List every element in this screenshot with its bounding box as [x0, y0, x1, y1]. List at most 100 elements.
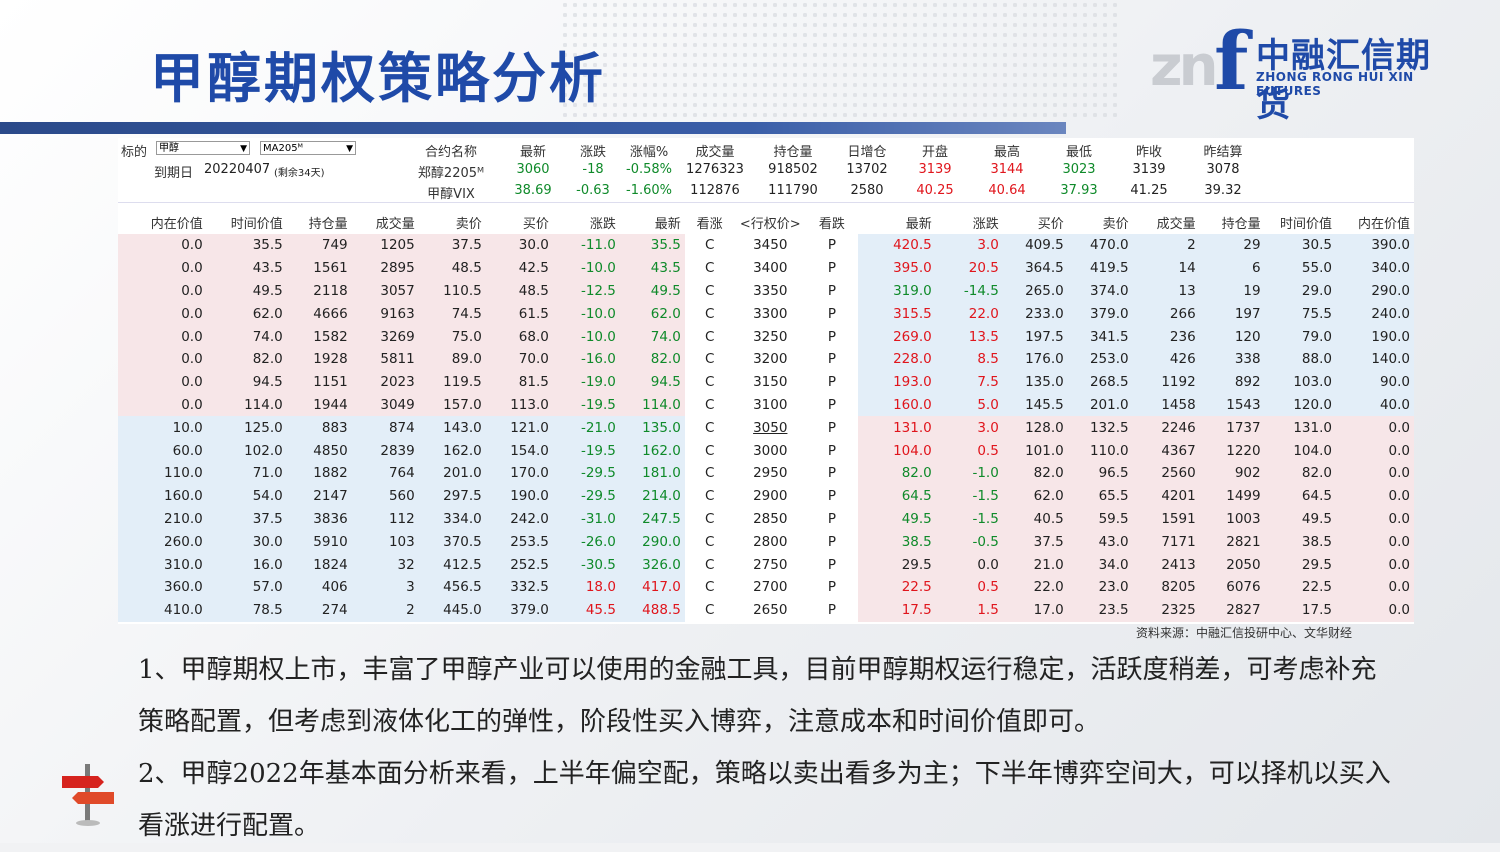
put-cell: 101.0: [1002, 439, 1068, 462]
table-row[interactable]: 60.0 102.0 4850 2839 162.0 154.0 -19.5 162.0 C 30…: [118, 439, 1414, 462]
column-header[interactable]: 买价: [1037, 216, 1064, 232]
column-header[interactable]: 卖价: [1102, 216, 1129, 232]
column-header[interactable]: 看跌: [818, 216, 845, 232]
quote-header-open: 开盘: [921, 145, 948, 160]
strike-cell: 3100: [734, 393, 806, 417]
quote-cell-pct: -0.58%: [626, 162, 672, 177]
column-header[interactable]: 内在价值: [1357, 216, 1410, 232]
table-row[interactable]: 0.0 62.0 4666 9163 74.5 61.5 -10.0 62.0 C 3300 P 31…: [118, 302, 1414, 326]
call-cell: 37.5: [418, 234, 486, 257]
call-cell: 3: [351, 575, 419, 599]
call-cell: 110.0: [118, 461, 207, 485]
strike-cell: 3450: [734, 234, 806, 257]
call-cell: 0.0: [118, 393, 207, 417]
table-row[interactable]: 0.0 43.5 1561 2895 48.5 42.5 -10.0 43.5 C 3400 P 39…: [118, 256, 1414, 280]
column-header[interactable]: 买价: [522, 216, 549, 232]
table-row[interactable]: 260.0 30.0 5910 103 370.5 253.5 -26.0 290.0 C 280…: [118, 530, 1414, 554]
column-header[interactable]: 时间价值: [230, 216, 283, 232]
column-header[interactable]: 涨跌: [589, 216, 616, 232]
column-header[interactable]: 时间价值: [1279, 216, 1332, 232]
strike-cell: 2800: [734, 530, 806, 554]
column-header[interactable]: <行权价>: [739, 216, 801, 232]
column-header[interactable]: 成交量: [1156, 216, 1196, 232]
column-header[interactable]: 最新: [905, 216, 932, 232]
call-cell: 410.0: [118, 598, 207, 622]
put-cell: 240.0: [1335, 302, 1414, 326]
call-cell: 260.0: [118, 530, 207, 554]
put-cell: 38.5: [857, 530, 936, 554]
underlying-label: 标的: [121, 145, 148, 160]
column-header[interactable]: 成交量: [375, 216, 415, 232]
table-row[interactable]: 0.0 35.5 749 1205 37.5 30.0 -11.0 35.5 C 3450 P 420…: [118, 234, 1414, 257]
call-cell: 82.0: [206, 347, 287, 371]
put-cell: 90.0: [1335, 370, 1414, 394]
strike-cell: 2750: [734, 553, 806, 576]
put-cell: 128.0: [1002, 416, 1068, 440]
column-header[interactable]: 最新: [654, 216, 681, 232]
strike-cell: 3300: [734, 302, 806, 326]
days-remaining: (剩余34天): [274, 168, 325, 179]
table-row[interactable]: 0.0 114.0 1944 3049 157.0 113.0 -19.5 114.0 C 310…: [118, 393, 1414, 417]
put-cell: 22.0: [1002, 575, 1068, 599]
put-cell: 2827: [1199, 598, 1265, 622]
put-cell: 88.0: [1264, 347, 1336, 371]
call-cell: 61.5: [485, 302, 553, 326]
call-cell: 30.0: [485, 234, 553, 257]
put-cell: 5.0: [935, 393, 1003, 417]
put-cell: 395.0: [857, 256, 936, 280]
strike-cell: P: [805, 234, 858, 257]
call-cell: 160.0: [118, 484, 207, 508]
quote-cell-low: 37.93: [1060, 183, 1098, 198]
put-cell: 22.5: [1264, 575, 1336, 599]
column-header[interactable]: 涨跌: [972, 216, 999, 232]
column-header[interactable]: 卖价: [455, 216, 482, 232]
quote-cell-inc: 2580: [850, 183, 884, 198]
quote-cell-last: 3060: [516, 162, 550, 177]
table-header-row: 内在价值 时间价值 持仓量 成交量 卖价 买价 涨跌 最新 看涨 <行权价> 看跌 最新 涨跌 买价 卖价成…: [118, 210, 1414, 234]
underlying-select[interactable]: 甲醇 ▼: [156, 141, 250, 155]
strike-cell: C: [684, 256, 735, 280]
call-cell: 247.5: [619, 507, 685, 531]
put-cell: 3.0: [935, 416, 1003, 440]
table-row[interactable]: 360.0 57.0 406 3 456.5 332.5 18.0 417.0 C 2700 P 22…: [118, 575, 1414, 599]
call-cell: 290.0: [619, 530, 685, 554]
put-cell: 341.5: [1067, 325, 1133, 348]
strike-cell: P: [805, 256, 858, 280]
put-cell: 13.5: [935, 325, 1003, 348]
put-cell: 340.0: [1335, 256, 1414, 280]
strike-cell: C: [684, 279, 735, 303]
table-row[interactable]: 0.0 49.5 2118 3057 110.5 48.5 -12.5 49.5 C 3350 P 3…: [118, 279, 1414, 303]
column-header[interactable]: 看涨: [696, 216, 723, 232]
call-cell: 37.5: [206, 507, 287, 531]
table-row[interactable]: 310.0 16.0 1824 32 412.5 252.5 -30.5 326.0 C 2750…: [118, 553, 1414, 576]
call-cell: 30.0: [206, 530, 287, 554]
option-quote-panel: 标的 甲醇 ▼ MA205ᴹ ▼ 到期日 20220407 (剩余34天) 合约…: [118, 138, 1414, 624]
table-row[interactable]: 0.0 74.0 1582 3269 75.0 68.0 -10.0 74.0 C 3250 P 26…: [118, 325, 1414, 348]
call-cell: 82.0: [619, 347, 685, 371]
table-row[interactable]: 410.0 78.5 274 2 445.0 379.0 45.5 488.5 C 2650 P 17…: [118, 598, 1414, 622]
strike-cell: C: [684, 416, 735, 440]
call-cell: 32: [351, 553, 419, 576]
quote-cell-prev_settle: 39.32: [1204, 183, 1242, 198]
put-cell: -14.5: [935, 279, 1003, 303]
column-header[interactable]: 内在价值: [150, 216, 203, 232]
call-cell: 114.0: [619, 393, 685, 417]
put-cell: 23.0: [1067, 575, 1133, 599]
call-cell: 214.0: [619, 484, 685, 508]
put-cell: 379.0: [1067, 302, 1133, 326]
call-cell: 5910: [286, 530, 352, 554]
call-cell: 0.0: [118, 302, 207, 326]
column-header[interactable]: 持仓量: [308, 216, 348, 232]
table-row[interactable]: 110.0 71.0 1882 764 201.0 170.0 -29.5 181.0 C 295…: [118, 461, 1414, 485]
table-row[interactable]: 160.0 54.0 2147 560 297.5 190.0 -29.5 214.0 C 290…: [118, 484, 1414, 508]
table-row[interactable]: 0.0 82.0 1928 5811 89.0 70.0 -16.0 82.0 C 3200 P 22…: [118, 347, 1414, 371]
call-cell: 3269: [351, 325, 419, 348]
call-cell: -19.0: [552, 370, 620, 394]
table-row[interactable]: 210.0 37.5 3836 112 334.0 242.0 -31.0 247.5 C 285…: [118, 507, 1414, 531]
column-header[interactable]: 持仓量: [1221, 216, 1261, 232]
table-row[interactable]: 0.0 94.5 1151 2023 119.5 81.5 -19.0 94.5 C 3150 P 1…: [118, 370, 1414, 394]
contract-select[interactable]: MA205ᴹ ▼: [260, 141, 356, 155]
put-cell: 3.0: [935, 234, 1003, 257]
table-row[interactable]: 10.0 125.0 883 874 143.0 121.0 -21.0 135.0 C 3050…: [118, 416, 1414, 440]
call-cell: 274: [286, 598, 352, 622]
